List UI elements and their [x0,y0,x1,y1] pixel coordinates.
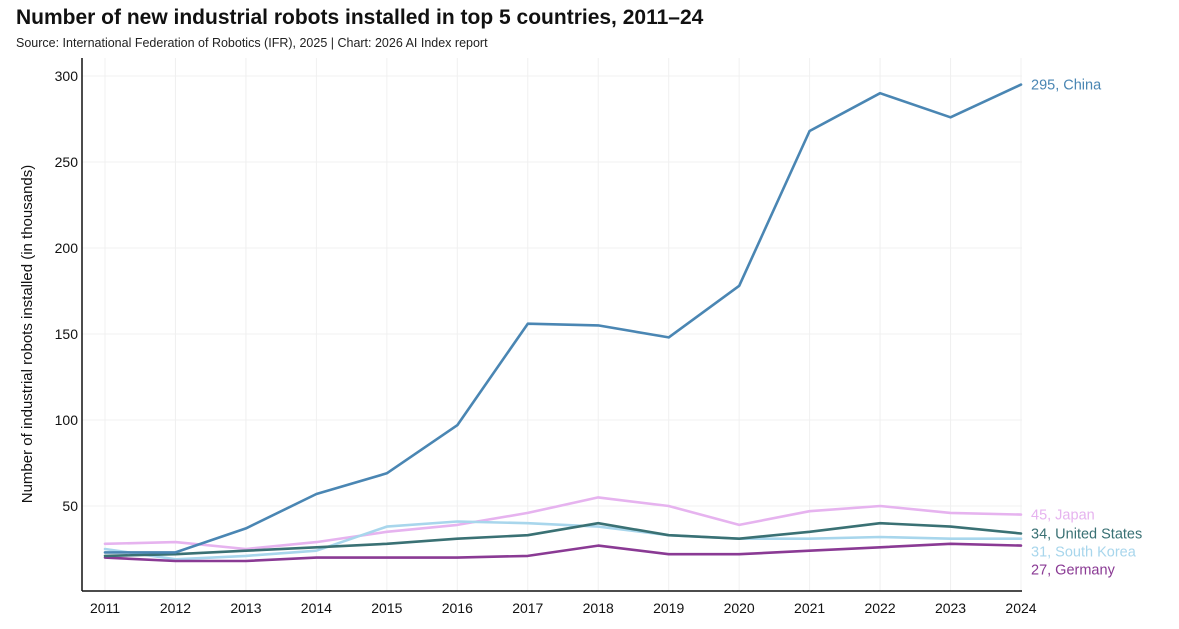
tick-labels: 50 100 150 200 250 300 2011 2012 2013 2014 2015 201… [55,68,1037,616]
y-tick-label: 100 [55,412,79,428]
x-tick-label: 2018 [583,600,614,616]
series-line-united-states [103,521,1023,558]
series-lines [103,83,1023,563]
series-line-china [103,83,1023,554]
chart-subtitle: Source: International Federation of Robo… [16,36,488,50]
x-tick-label: 2012 [160,600,191,616]
y-tick-label: 200 [55,240,79,256]
axes [81,58,1022,592]
x-tick-label: 2023 [935,600,966,616]
x-tick-label: 2014 [301,600,332,616]
x-tick-label: 2017 [512,600,543,616]
x-tick-label: 2021 [794,600,825,616]
x-tick-label: 2015 [371,600,402,616]
grid [82,58,1022,591]
y-tick-label: 50 [62,498,78,514]
x-tick-label: 2016 [442,600,473,616]
x-tick-label: 2024 [1005,600,1036,616]
series-line-germany [103,542,1023,563]
y-tick-label: 150 [55,326,79,342]
y-tick-label: 300 [55,68,79,84]
x-tick-label: 2020 [724,600,755,616]
y-axis-label: Number of industrial robots installed (i… [19,165,36,504]
end-label-south-korea: 31, South Korea [1031,545,1137,561]
series-line-south-korea [103,520,1023,561]
series-line-japan [103,496,1023,551]
end-label-japan: 45, Japan [1031,508,1095,524]
end-label-united-states: 34, United States [1031,527,1142,543]
end-labels: 295, China 45, Japan 34, United States 31, … [1031,78,1142,579]
end-label-china: 295, China [1031,78,1102,94]
x-tick-label: 2022 [864,600,895,616]
end-label-germany: 27, Germany [1031,563,1116,579]
x-tick-label: 2019 [653,600,684,616]
y-tick-label: 250 [55,154,79,170]
x-tick-label: 2011 [90,600,120,616]
x-tick-label: 2013 [230,600,261,616]
chart-title: Number of new industrial robots installe… [16,6,704,29]
